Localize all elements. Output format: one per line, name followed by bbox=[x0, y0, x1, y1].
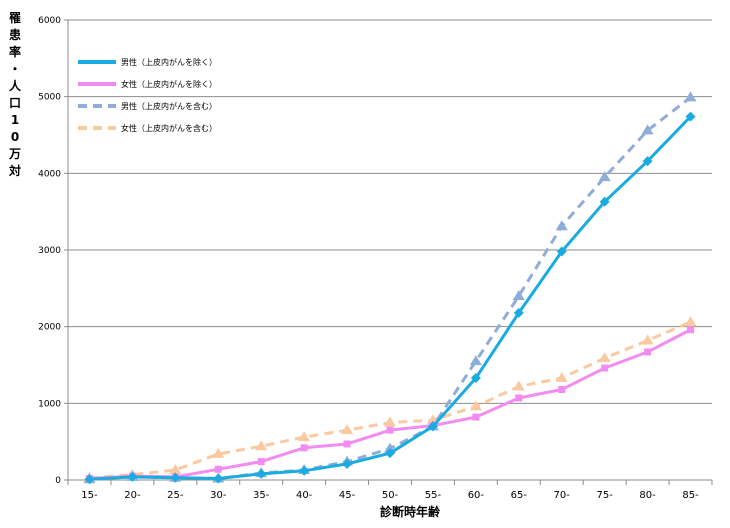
series-4-point bbox=[469, 400, 482, 411]
series-3-point bbox=[469, 355, 482, 366]
legend-label: 女性（上皮内がんを含む） bbox=[121, 123, 217, 133]
series-1-point bbox=[685, 111, 696, 122]
series-4-point bbox=[555, 372, 568, 383]
x-tick-label: 80- bbox=[639, 490, 656, 501]
series-3-point bbox=[641, 124, 654, 135]
series-1-point bbox=[513, 307, 524, 318]
x-tick-label: 45- bbox=[339, 490, 356, 501]
x-tick-label: 60- bbox=[468, 490, 485, 501]
series-2-point bbox=[558, 386, 566, 394]
x-tick-label: 20- bbox=[124, 490, 141, 501]
x-tick-label: 40- bbox=[296, 490, 313, 501]
series-4-point bbox=[384, 416, 396, 427]
series-1-point bbox=[127, 471, 138, 482]
y-tick-label: 2000 bbox=[38, 323, 61, 333]
legend-label: 男性（上皮内がんを除く） bbox=[121, 57, 217, 67]
legend-label: 男性（上皮内がんを含む） bbox=[121, 101, 217, 111]
series-4-point bbox=[598, 352, 611, 363]
y-tick-label: 6000 bbox=[38, 16, 61, 26]
x-axis-title: 診断時年齢 bbox=[380, 504, 441, 519]
x-tick-label: 65- bbox=[511, 490, 528, 501]
x-tick-label: 55- bbox=[425, 490, 442, 501]
x-tick-label: 25- bbox=[167, 490, 184, 501]
series-1-point bbox=[299, 465, 310, 476]
series-1-point bbox=[470, 373, 481, 384]
series-1-point bbox=[170, 472, 181, 483]
y-axis-title: 罹患率・人口 1 0 万対 bbox=[8, 11, 21, 178]
series-2-point bbox=[257, 458, 265, 466]
x-tick-label: 70- bbox=[554, 490, 571, 501]
series-2-point bbox=[515, 394, 523, 402]
series-3-point bbox=[684, 91, 697, 102]
series-1-point bbox=[427, 421, 438, 432]
series-1-point bbox=[556, 246, 567, 257]
series-4-point bbox=[684, 316, 697, 327]
y-tick-label: 0 bbox=[55, 476, 61, 486]
series-2-point bbox=[386, 426, 394, 434]
series-2-point bbox=[601, 364, 609, 372]
series-4-point bbox=[169, 464, 182, 475]
series-4-point bbox=[298, 431, 311, 442]
series-1-point bbox=[213, 473, 224, 484]
series-2-point bbox=[343, 440, 351, 448]
series-4-point bbox=[512, 380, 525, 391]
x-tick-label: 50- bbox=[382, 490, 399, 501]
series-2-point bbox=[214, 465, 222, 473]
series-3-point bbox=[512, 290, 525, 300]
y-tick-label: 3000 bbox=[38, 246, 61, 256]
x-tick-label: 35- bbox=[253, 490, 270, 501]
series-2-point bbox=[644, 348, 652, 356]
series-1-point bbox=[342, 458, 353, 469]
x-tick-label: 85- bbox=[682, 490, 699, 501]
x-tick-label: 30- bbox=[210, 490, 227, 501]
series-1-point bbox=[256, 468, 267, 479]
x-tick-label: 75- bbox=[596, 490, 613, 501]
series-2-point bbox=[300, 444, 308, 452]
series-1-point bbox=[642, 156, 653, 167]
y-tick-label: 5000 bbox=[38, 93, 61, 103]
x-tick-label: 15- bbox=[81, 490, 98, 501]
series-4-point bbox=[255, 440, 268, 451]
legend-label: 女性（上皮内がんを除く） bbox=[121, 79, 217, 89]
y-tick-label: 1000 bbox=[38, 399, 61, 409]
series-1-point bbox=[599, 196, 610, 207]
y-tick-label: 4000 bbox=[38, 169, 61, 179]
series-4-point bbox=[341, 424, 354, 435]
series-4-point bbox=[641, 334, 654, 345]
series-3-point bbox=[555, 220, 568, 231]
series-3-point bbox=[598, 171, 611, 182]
series-4-point bbox=[212, 447, 225, 458]
series-1-point bbox=[84, 474, 95, 485]
series-1-point bbox=[385, 448, 395, 459]
series-2-point bbox=[687, 326, 695, 334]
series-2-point bbox=[472, 413, 480, 421]
